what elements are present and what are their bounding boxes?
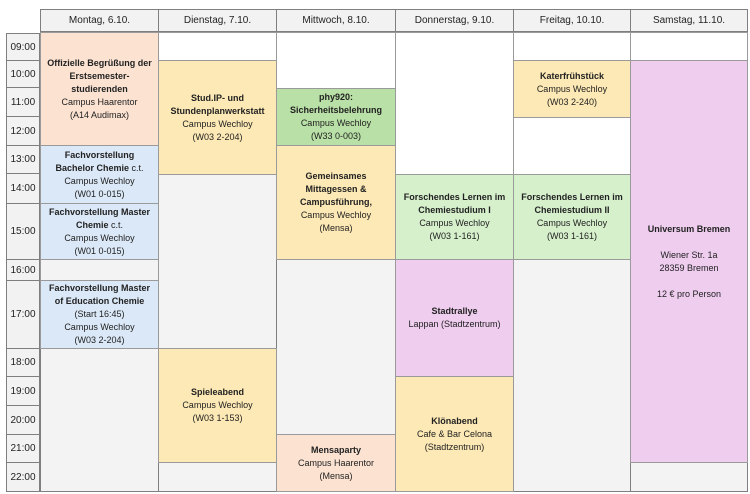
day-header-fri: Freitag, 10.10. — [513, 9, 631, 32]
empty-slot — [40, 259, 159, 281]
time-0900: 09:00 — [6, 33, 40, 61]
event-room: (A14 Audimax) — [69, 109, 130, 120]
time-1400: 14:00 — [6, 173, 40, 204]
day-header-wed: Mittwoch, 8.10. — [276, 9, 396, 32]
event-mensaparty: Mensaparty Campus Haarentor (Mensa) — [276, 434, 396, 492]
event-fachvorstellung-bachelor: Fachvorstellung Bachelor Chemie c.t. Cam… — [40, 145, 159, 204]
event-title: Mensaparty — [310, 444, 362, 455]
event-forschendes-lernen-2: Forschendes Lernen im Chemiestudium II C… — [513, 174, 631, 260]
time-1900: 19:00 — [6, 376, 40, 406]
event-title: Stud.IP- und Stundenplanwerkstatt — [170, 92, 265, 116]
event-place: Campus Wechloy — [182, 118, 253, 129]
event-suffix: c.t. — [129, 162, 144, 173]
event-room: (W01 0-015) — [74, 245, 125, 256]
event-start: (Start 16:45) — [74, 309, 125, 319]
event-street: Wiener Str. 1a — [660, 249, 718, 260]
event-place: Campus Wechloy — [182, 400, 253, 410]
event-phy920: phy920: Sicherheitsbelehrung Campus Wech… — [276, 88, 396, 146]
event-title: Fachvorstellung Master Chemie — [48, 206, 151, 230]
event-fachvorstellung-med: Fachvorstellung Master of Education Chem… — [40, 280, 159, 349]
event-kloenabend: Klönabend Cafe & Bar Celona (Stadtzentru… — [395, 376, 514, 492]
event-place: Campus Haarentor — [61, 96, 138, 107]
event-title: Fachvorstellung Bachelor Chemie — [55, 149, 135, 173]
event-place: Lappan (Stadtzentrum) — [408, 319, 501, 329]
event-katerfruehstueck: Katerfrühstück Campus Wechloy (W03 2-240… — [513, 60, 631, 118]
event-place: Campus Wechloy — [536, 83, 608, 94]
event-place: Campus Wechloy — [64, 322, 135, 332]
event-forschendes-lernen-1: Forschendes Lernen im Chemiestudium I Ca… — [395, 174, 514, 260]
day-header-thu: Donnerstag, 9.10. — [395, 9, 514, 32]
day-header-tue: Dienstag, 7.10. — [158, 9, 277, 32]
event-suffix: c.t. — [108, 219, 124, 230]
empty-slot — [158, 32, 277, 61]
event-stadtrallye: Stadtrallye Lappan (Stadtzentrum) — [395, 259, 514, 377]
event-title: Spieleabend — [190, 387, 244, 397]
event-fachvorstellung-master: Fachvorstellung Master Chemie c.t. Campu… — [40, 203, 159, 260]
time-1000: 10:00 — [6, 60, 40, 88]
event-title: Stadtrallye — [431, 306, 478, 316]
event-mittagessen: Gemeinsames Mittagessen & Campusführung,… — [276, 145, 396, 260]
event-room: (W03 1-161) — [429, 231, 480, 241]
event-title: Katerfrühstück — [539, 70, 604, 81]
event-title: Forschendes Lernen im Chemiestudium II — [521, 192, 623, 215]
event-place: Campus Wechloy — [300, 210, 372, 220]
event-title-line: Fachvorstellung Bachelor Chemie c.t. — [45, 149, 154, 175]
time-1500: 15:00 — [6, 203, 40, 260]
time-2100: 21:00 — [6, 434, 40, 463]
day-header-sat: Samstag, 11.10. — [630, 9, 748, 32]
time-1700: 17:00 — [6, 280, 40, 349]
empty-slot — [395, 32, 514, 175]
event-title: Universum Bremen — [647, 223, 731, 234]
event-room: (Stadtzentrum) — [424, 441, 485, 452]
empty-slot — [513, 32, 631, 61]
event-room: (W33 0-003) — [310, 131, 362, 141]
event-begruessung: Offizielle Begrüßung der Erstsemester-st… — [40, 32, 159, 146]
event-universum-bremen: Universum Bremen Wiener Str. 1a 28359 Br… — [630, 60, 748, 463]
time-1200: 12:00 — [6, 116, 40, 146]
event-place: Campus Wechloy — [419, 218, 490, 228]
time-2000: 20:00 — [6, 405, 40, 435]
event-room: (W01 0-015) — [74, 188, 125, 199]
event-title: Forschendes Lernen im Chemiestudium I — [403, 192, 506, 215]
event-title-line: Fachvorstellung Master Chemie c.t. — [45, 206, 154, 232]
event-spieleabend: Spieleabend Campus Wechloy (W03 1-153) — [158, 348, 277, 463]
empty-slot — [630, 32, 748, 61]
event-place: Cafe & Bar Celona — [416, 428, 493, 439]
event-title: Klönabend — [431, 415, 478, 426]
event-title: Fachvorstellung Master of Education Chem… — [48, 283, 151, 306]
event-place: Campus Wechloy — [64, 175, 135, 186]
event-title: phy920: Sicherheitsbelehrung — [289, 92, 383, 115]
time-1600: 16:00 — [6, 259, 40, 281]
day-header-mon: Montag, 6.10. — [40, 9, 159, 32]
event-room: (W03 1-153) — [192, 413, 243, 423]
event-room: (W03 2-204) — [192, 131, 243, 142]
event-place: Campus Wechloy — [536, 218, 608, 228]
time-1800: 18:00 — [6, 348, 40, 377]
event-title: Gemeinsames Mittagessen & Campusführung, — [300, 171, 372, 207]
event-room: (Mensa) — [319, 470, 353, 481]
event-studip-werkstatt: Stud.IP- und Stundenplanwerkstatt Campus… — [158, 60, 277, 175]
time-1300: 13:00 — [6, 145, 40, 174]
event-place: Campus Wechloy — [64, 232, 135, 243]
empty-slot — [276, 32, 396, 89]
event-price: 12 € pro Person — [656, 288, 722, 299]
event-place: Campus Haarentor — [297, 457, 375, 468]
event-place: Campus Wechloy — [300, 118, 372, 128]
event-room: (W03 2-204) — [74, 335, 125, 345]
time-1100: 11:00 — [6, 87, 40, 117]
time-2200: 22:00 — [6, 462, 40, 492]
empty-slot — [513, 117, 631, 175]
event-room: (W03 1-161) — [546, 231, 598, 241]
event-room: (W03 2-240) — [546, 96, 598, 107]
event-room: (Mensa) — [319, 223, 353, 233]
event-title: Offizielle Begrüßung der Erstsemester-st… — [47, 57, 152, 94]
event-city: 28359 Bremen — [659, 262, 719, 273]
